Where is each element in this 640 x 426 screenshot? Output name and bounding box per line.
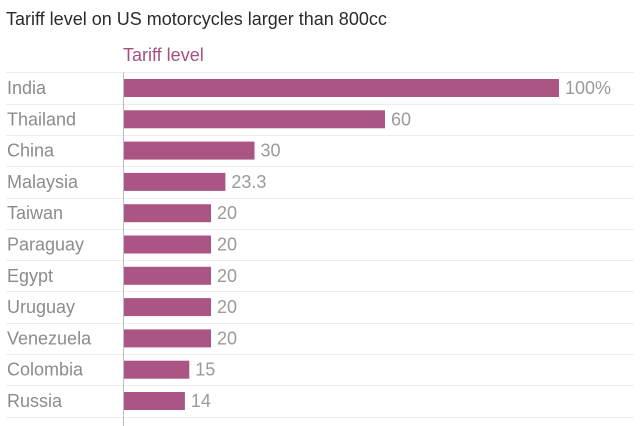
value-label: 20 (217, 235, 237, 255)
value-label: 100% (565, 78, 611, 98)
category-label: India (7, 78, 47, 98)
bar-colombia (124, 360, 190, 379)
value-label: 15 (195, 360, 215, 380)
bar-russia (124, 392, 185, 410)
bar-uruguay (124, 298, 211, 317)
category-label: Thailand (7, 109, 76, 129)
category-label: Russia (7, 391, 63, 411)
bar-paraguay (124, 235, 211, 254)
bar-egypt (124, 266, 211, 285)
category-label: Colombia (7, 360, 84, 380)
category-label: Malaysia (7, 172, 79, 192)
chart-title: Tariff level on US motorcycles larger th… (6, 9, 387, 29)
value-label: 20 (217, 203, 237, 223)
value-label: 14 (191, 391, 211, 411)
category-label: Taiwan (7, 203, 63, 223)
bar-malaysia (124, 172, 226, 191)
value-label: 20 (217, 328, 237, 348)
value-label: 30 (261, 141, 281, 161)
value-label: 20 (217, 266, 237, 286)
bar-china (124, 141, 255, 160)
category-label: China (7, 141, 55, 161)
category-label: Egypt (7, 266, 53, 286)
value-label: 20 (217, 297, 237, 317)
bar-venezuela (124, 329, 211, 348)
series-label: Tariff level (123, 45, 204, 65)
value-label: 60 (391, 109, 411, 129)
bar-taiwan (124, 204, 211, 223)
value-label: 23.3 (231, 172, 266, 192)
bar-india (124, 79, 559, 97)
category-label: Paraguay (7, 235, 84, 255)
bar-thailand (124, 110, 385, 129)
category-label: Venezuela (7, 328, 92, 348)
category-label: Uruguay (7, 297, 75, 317)
